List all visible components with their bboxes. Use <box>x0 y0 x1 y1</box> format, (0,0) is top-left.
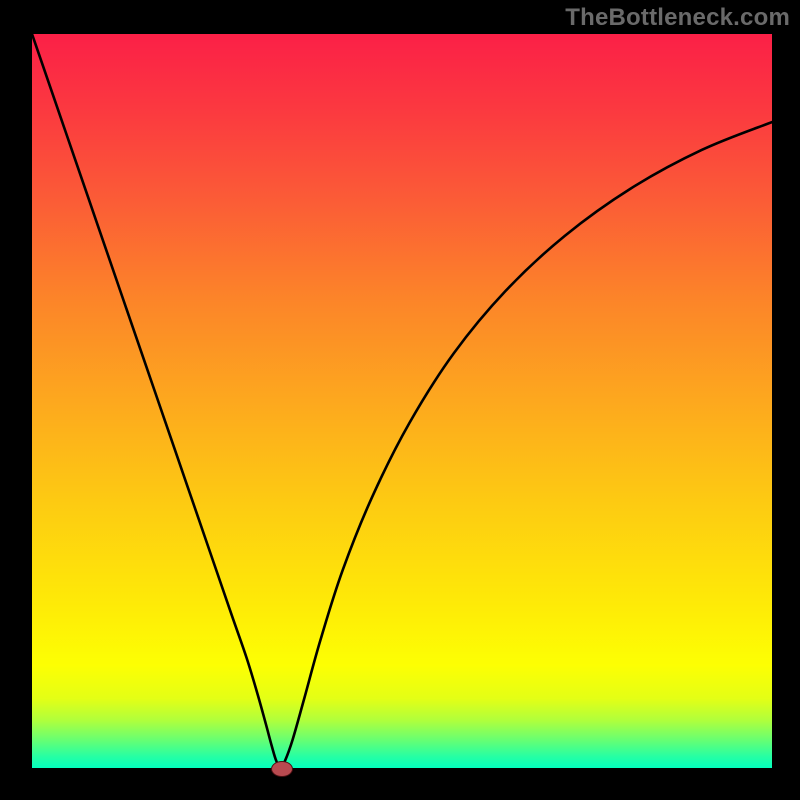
optimal-point-marker <box>271 761 293 777</box>
chart-container: TheBottleneck.com <box>0 0 800 800</box>
watermark-text: TheBottleneck.com <box>565 4 790 32</box>
plot-area <box>32 34 772 768</box>
